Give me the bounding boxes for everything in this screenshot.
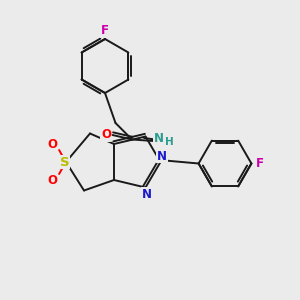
Text: N: N (154, 131, 164, 145)
Text: F: F (256, 157, 264, 170)
Text: N: N (157, 149, 167, 163)
Text: O: O (47, 137, 57, 151)
Text: H: H (165, 136, 174, 147)
Text: O: O (47, 173, 57, 187)
Text: S: S (60, 155, 69, 169)
Text: N: N (142, 188, 152, 201)
Text: F: F (101, 24, 109, 38)
Text: O: O (101, 128, 111, 142)
